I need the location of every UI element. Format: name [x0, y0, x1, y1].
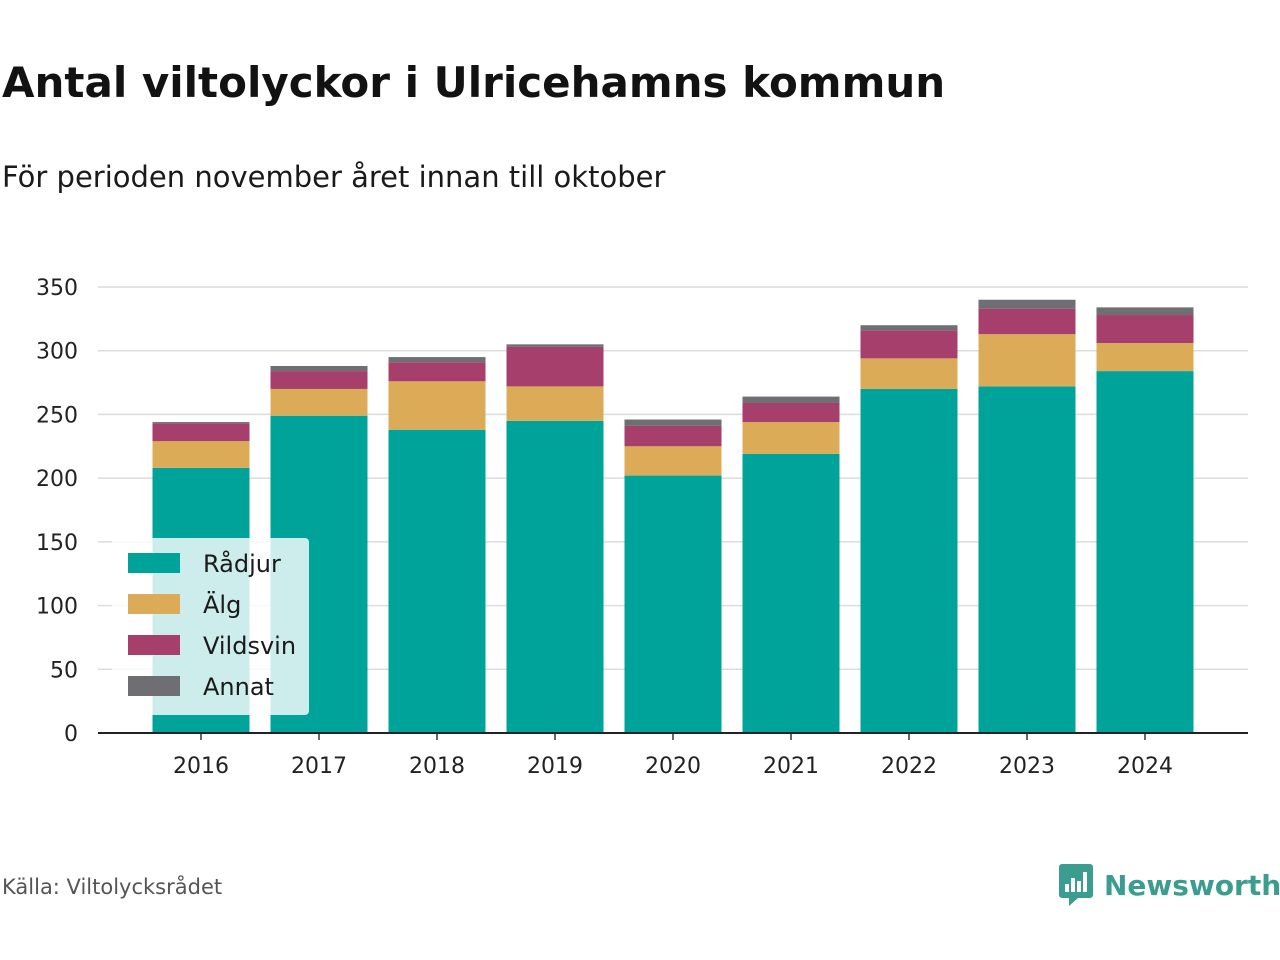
legend: Rådjur Älg Vildsvin Annat [112, 538, 309, 715]
bar-segment-2-Vildsvin [388, 362, 486, 382]
x-tick-label: 2019 [527, 754, 583, 779]
y-tick-label: 50 [50, 658, 78, 683]
bar-segment-0-Vildsvin [152, 423, 250, 442]
legend-label: Vildsvin [203, 632, 296, 660]
bar-segment-4-Älg [624, 446, 722, 476]
bar-segment-4-Annat [624, 419, 722, 426]
y-tick-label: 350 [36, 276, 78, 301]
bar-segment-8-Älg [1096, 343, 1194, 372]
brand-logo: Newsworthy [1058, 862, 1280, 908]
bar-segment-4-Rådjur [624, 475, 722, 733]
bar-segment-5-Älg [742, 422, 840, 454]
y-tick-label: 250 [36, 403, 78, 428]
y-tick-label: 150 [36, 531, 78, 556]
bar-segment-2-Rådjur [388, 429, 486, 733]
y-tick-label: 0 [64, 722, 78, 747]
x-tick-label: 2021 [763, 754, 819, 779]
brand-name: Newsworthy [1104, 868, 1280, 902]
bar-segment-8-Rådjur [1096, 371, 1194, 733]
bar-segment-6-Rådjur [860, 388, 958, 733]
bar-segment-8-Annat [1096, 307, 1194, 316]
bar-segment-5-Rådjur [742, 453, 840, 733]
bar-segment-1-Annat [270, 366, 368, 372]
bar-segment-0-Annat [152, 422, 250, 424]
bar-segment-5-Vildsvin [742, 402, 840, 423]
bar-segment-3-Älg [506, 386, 604, 421]
bar-segment-4-Vildsvin [624, 425, 722, 447]
x-tick-label: 2018 [409, 754, 465, 779]
bar-segment-7-Annat [978, 299, 1076, 309]
bar-segment-1-Älg [270, 388, 368, 416]
legend-swatch [128, 676, 180, 696]
legend-label: Annat [203, 673, 274, 701]
y-tick-label: 300 [36, 340, 78, 365]
newsworthy-logo-icon [1059, 864, 1093, 906]
bar-segment-6-Annat [860, 325, 958, 331]
source-note: Källa: Viltolycksrådet [2, 875, 223, 899]
y-axis: 0 50 100 150 200 250 300 350 [36, 276, 78, 747]
x-tick-label: 2022 [881, 754, 937, 779]
legend-label: Rådjur [203, 549, 281, 578]
legend-swatch [128, 635, 180, 655]
bar-segment-0-Älg [152, 441, 250, 468]
bar-segment-8-Vildsvin [1096, 315, 1194, 344]
chart-subtitle: För perioden november året innan till ok… [2, 160, 666, 194]
x-tick-label: 2016 [173, 754, 229, 779]
bar-segment-3-Rådjur [506, 420, 604, 733]
bar-segment-3-Vildsvin [506, 346, 604, 387]
bar-segment-3-Annat [506, 344, 604, 347]
legend-label: Älg [203, 590, 241, 619]
bar-segment-7-Vildsvin [978, 308, 1076, 335]
bar-segment-2-Annat [388, 357, 486, 363]
bar-segment-6-Älg [860, 358, 958, 389]
legend-box [112, 538, 309, 715]
x-axis: 2016 2017 2018 2019 2020 2021 2022 2023 2024 [98, 732, 1248, 779]
bar-segment-7-Älg [978, 334, 1076, 387]
legend-swatch [128, 553, 180, 573]
legend-swatch [128, 594, 180, 614]
bar-segment-5-Annat [742, 396, 840, 403]
x-tick-label: 2023 [999, 754, 1055, 779]
bar-segment-2-Älg [388, 381, 486, 430]
x-tick-label: 2020 [645, 754, 701, 779]
y-tick-label: 100 [36, 595, 78, 620]
bar-segment-7-Rådjur [978, 386, 1076, 733]
y-tick-label: 200 [36, 467, 78, 492]
bar-segment-1-Vildsvin [270, 371, 368, 389]
bar-segment-6-Vildsvin [860, 330, 958, 359]
x-tick-label: 2024 [1117, 754, 1173, 779]
chart-title: Antal viltolyckor i Ulricehamns kommun [2, 58, 946, 107]
x-tick-label: 2017 [291, 754, 347, 779]
